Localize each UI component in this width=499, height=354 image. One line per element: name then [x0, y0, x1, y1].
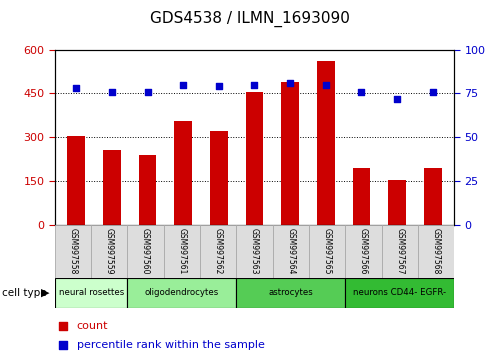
Point: [215, 84, 223, 89]
Text: GSM997563: GSM997563: [250, 228, 259, 275]
Text: astrocytes: astrocytes: [268, 289, 313, 297]
Bar: [67, 136, 85, 225]
Text: neural rosettes: neural rosettes: [58, 289, 124, 297]
Bar: [103, 150, 121, 225]
Point: [393, 96, 401, 102]
Bar: [281, 82, 299, 225]
Point: [72, 85, 80, 91]
Point: [322, 82, 330, 87]
Bar: [272, 225, 309, 278]
Bar: [237, 225, 272, 278]
Text: GSM997560: GSM997560: [141, 228, 150, 275]
Bar: [352, 168, 370, 225]
Bar: [164, 225, 200, 278]
Bar: [200, 225, 237, 278]
Point: [429, 89, 437, 95]
Bar: [246, 92, 263, 225]
Text: oligodendrocytes: oligodendrocytes: [145, 289, 219, 297]
Point: [59, 323, 67, 329]
Bar: [210, 131, 228, 225]
Text: GSM997564: GSM997564: [286, 228, 295, 275]
Point: [250, 82, 258, 87]
Text: cell type: cell type: [2, 288, 47, 298]
Bar: [139, 155, 157, 225]
Text: neurons CD44- EGFR-: neurons CD44- EGFR-: [353, 289, 446, 297]
Bar: [127, 225, 164, 278]
Text: GSM997562: GSM997562: [214, 228, 223, 275]
Text: GDS4538 / ILMN_1693090: GDS4538 / ILMN_1693090: [150, 11, 349, 27]
Bar: [237, 278, 345, 308]
Bar: [345, 225, 382, 278]
Point: [144, 89, 152, 95]
Bar: [91, 225, 127, 278]
Text: GSM997561: GSM997561: [178, 228, 187, 275]
Bar: [382, 225, 418, 278]
Point: [59, 342, 67, 348]
Text: GSM997565: GSM997565: [322, 228, 331, 275]
Point: [286, 80, 294, 86]
Bar: [55, 225, 91, 278]
Text: ▶: ▶: [41, 288, 50, 298]
Point: [357, 89, 365, 95]
Point: [179, 82, 187, 87]
Bar: [55, 278, 127, 308]
Bar: [174, 121, 192, 225]
Bar: [317, 61, 335, 225]
Text: count: count: [77, 321, 108, 331]
Text: GSM997568: GSM997568: [432, 228, 441, 275]
Bar: [424, 168, 442, 225]
Bar: [127, 278, 237, 308]
Text: percentile rank within the sample: percentile rank within the sample: [77, 340, 265, 350]
Bar: [345, 278, 454, 308]
Bar: [309, 225, 345, 278]
Text: GSM997558: GSM997558: [68, 228, 77, 275]
Text: GSM997567: GSM997567: [395, 228, 404, 275]
Text: GSM997566: GSM997566: [359, 228, 368, 275]
Point: [108, 89, 116, 95]
Bar: [388, 179, 406, 225]
Text: GSM997559: GSM997559: [105, 228, 114, 275]
Bar: [418, 225, 454, 278]
